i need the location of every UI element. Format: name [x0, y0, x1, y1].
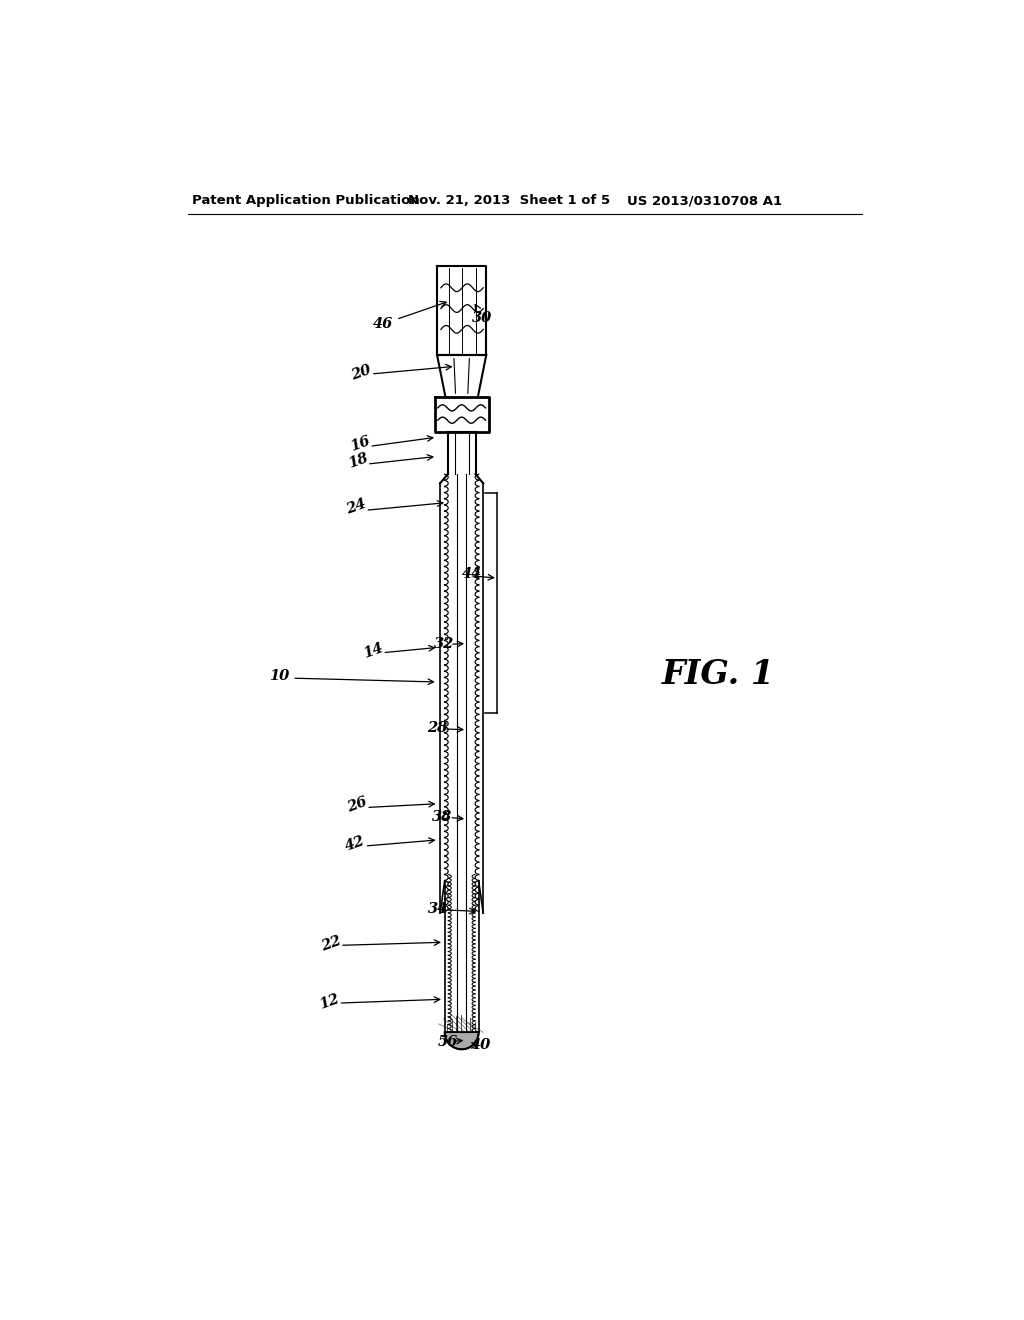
Text: 32: 32 [434, 636, 454, 651]
Text: 22: 22 [319, 933, 343, 954]
Text: 46: 46 [373, 301, 446, 331]
Text: 28: 28 [427, 721, 447, 735]
Text: 40: 40 [471, 1039, 492, 1052]
Text: 24: 24 [344, 498, 368, 517]
Text: 44: 44 [462, 568, 482, 581]
Text: Nov. 21, 2013  Sheet 1 of 5: Nov. 21, 2013 Sheet 1 of 5 [408, 194, 610, 207]
Text: 38: 38 [432, 809, 453, 824]
Wedge shape [444, 1032, 478, 1049]
Text: 42: 42 [343, 834, 368, 854]
Text: 20: 20 [349, 363, 374, 383]
Text: 10: 10 [269, 669, 290, 682]
Text: 14: 14 [361, 642, 385, 661]
Text: 34: 34 [428, 902, 449, 916]
Text: FIG. 1: FIG. 1 [662, 657, 775, 690]
Text: US 2013/0310708 A1: US 2013/0310708 A1 [628, 194, 782, 207]
Text: 56: 56 [437, 1035, 458, 1049]
Text: 16: 16 [348, 433, 372, 453]
Text: 26: 26 [345, 795, 369, 816]
Text: 12: 12 [317, 991, 341, 1011]
Text: 30: 30 [472, 305, 493, 325]
Text: 18: 18 [346, 451, 370, 471]
Text: Patent Application Publication: Patent Application Publication [193, 194, 420, 207]
